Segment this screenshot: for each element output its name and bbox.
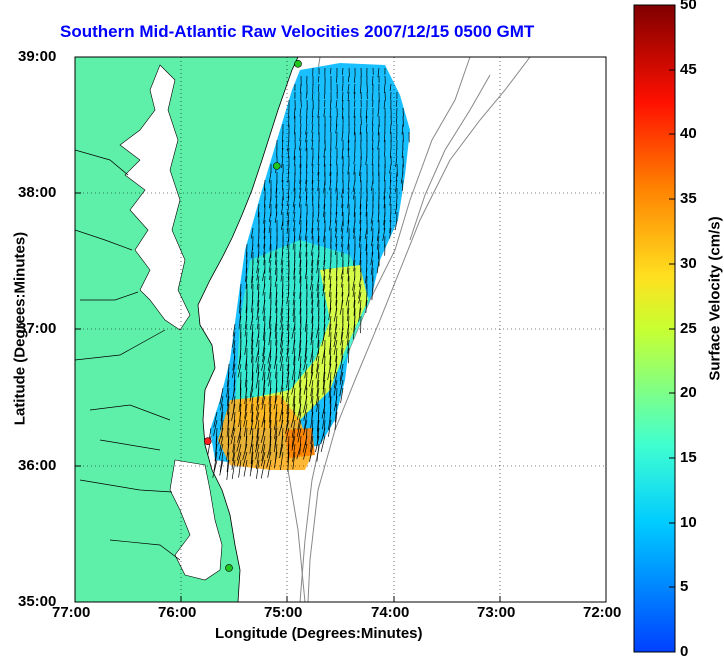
colorbar-tick-label: 50 <box>680 0 697 13</box>
velocity-vector <box>385 148 386 156</box>
velocity-vector <box>259 340 260 355</box>
colorbar-label: Surface Velocity (cm/s) <box>707 189 724 409</box>
velocity-vector <box>373 116 374 125</box>
velocity-vector <box>319 340 320 354</box>
chart-title: Southern Mid-Atlantic Raw Velocities 200… <box>60 22 534 42</box>
radar-station-marker <box>273 163 280 170</box>
colorbar-tick-label: 10 <box>680 514 697 531</box>
x-tick-label: 77:00 <box>52 604 90 621</box>
x-tick-label: 74:00 <box>371 604 409 621</box>
colorbar-tick-label: 5 <box>680 578 688 595</box>
y-tick-label: 36:00 <box>18 457 56 474</box>
velocity-vector <box>253 372 254 388</box>
y-tick-label: 37:00 <box>18 320 56 337</box>
x-tick-label: 73:00 <box>477 604 515 621</box>
radar-station-marker <box>295 60 302 67</box>
radar-station-marker <box>225 564 232 571</box>
colorbar-tick-label: 35 <box>680 190 697 207</box>
colorbar-tick-label: 20 <box>680 384 697 401</box>
colorbar-tick-label: 45 <box>680 61 697 78</box>
colorbar-tick-label: 25 <box>680 320 697 337</box>
colorbar-tick-label: 15 <box>680 449 697 466</box>
colorbar-tick-label: 30 <box>680 255 697 272</box>
colorbar-tick-label: 40 <box>680 125 697 142</box>
radar-station-marker <box>204 438 211 445</box>
colorbar <box>634 5 675 652</box>
x-tick-label: 75:00 <box>264 604 302 621</box>
velocity-vector <box>373 132 374 141</box>
y-tick-label: 39:00 <box>18 48 56 65</box>
velocity-vector <box>307 164 308 173</box>
colorbar-tick-label: 0 <box>680 643 688 660</box>
velocity-vector <box>331 148 332 157</box>
x-tick-label: 76:00 <box>158 604 196 621</box>
y-tick-label: 35:00 <box>18 593 56 610</box>
x-tick-label: 72:00 <box>583 604 621 621</box>
y-tick-label: 38:00 <box>18 184 56 201</box>
x-axis-label: Longitude (Degrees:Minutes) <box>215 625 423 642</box>
